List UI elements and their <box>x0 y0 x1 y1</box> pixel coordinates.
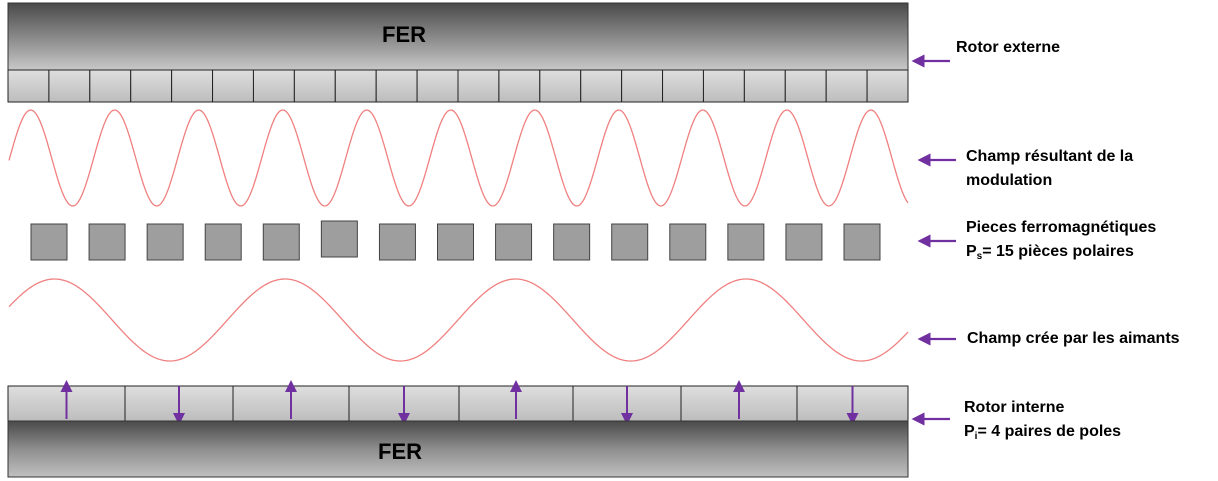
pole-piece <box>785 223 823 261</box>
label-rotor-externe: Rotor externe <box>956 39 1061 56</box>
outer-rotor-segment <box>416 69 459 103</box>
outer-rotor-segment <box>825 69 868 103</box>
pole-piece <box>727 223 765 261</box>
label-pieces-p: P <box>966 243 977 260</box>
outer-rotor-segment <box>539 69 582 103</box>
pole-piece <box>437 223 474 261</box>
label-champ-resultant: Champ résultant de la modulation <box>966 145 1133 193</box>
label-pieces-rest: = 15 pièces polaires <box>982 243 1134 260</box>
pole-piece <box>611 223 649 261</box>
label-pieces-line1: Pieces ferromagnétiques <box>966 219 1157 236</box>
outer-rotor-segment <box>130 69 173 103</box>
outer-rotor-segment <box>621 69 664 103</box>
bottom-iron-label: FER <box>378 439 422 464</box>
pole-piece <box>843 223 881 261</box>
outer-rotor-segment <box>375 69 418 103</box>
outer-rotor-segment <box>7 69 50 103</box>
label-rotor-interne: Rotor interne Pi= 4 paires de poles <box>964 396 1121 449</box>
magnet-field-wave <box>8 278 909 362</box>
label-pi-sub: i <box>974 431 978 442</box>
pole-piece <box>204 223 242 261</box>
outer-rotor-segment <box>866 69 909 103</box>
outer-rotor-segment <box>580 69 623 103</box>
top-iron-label: FER <box>382 22 426 47</box>
label-champ-resultant-line2: modulation <box>966 172 1053 189</box>
label-champ-aimants: Champ crée par les aimants <box>967 330 1180 347</box>
modulated-field-wave <box>8 109 909 207</box>
pole-piece <box>553 223 591 261</box>
label-champ-resultant-line1: Champ résultant de la <box>966 148 1134 165</box>
label-pi-rest: = 4 paires de poles <box>977 423 1122 440</box>
outer-rotor-segment <box>212 69 254 103</box>
outer-rotor-segment <box>89 69 132 103</box>
label-pieces-line2: Ps= 15 pièces polaires <box>966 240 1156 269</box>
pole-piece <box>30 223 68 261</box>
outer-rotor-segment <box>702 69 745 103</box>
inner-rotor-magnets <box>7 380 909 425</box>
outer-rotor-segment <box>171 69 214 103</box>
pole-piece <box>88 223 126 261</box>
pole-piece <box>146 223 184 261</box>
outer-rotor-segment <box>293 69 336 103</box>
pole-piece <box>320 220 358 258</box>
label-pieces-ferromagnetiques: Pieces ferromagnétiques Ps= 15 pièces po… <box>966 216 1156 269</box>
pole-piece <box>262 223 300 261</box>
pole-piece <box>669 223 707 261</box>
label-pi-p: P <box>964 423 975 440</box>
label-rotor-interne-line1: Rotor interne <box>964 399 1065 416</box>
outer-rotor-segment <box>457 69 500 103</box>
label-rotor-interne-line2: Pi= 4 paires de poles <box>964 420 1121 449</box>
outer-rotor-segments <box>7 69 909 103</box>
outer-rotor-segment <box>662 69 704 103</box>
outer-rotor-segment <box>334 69 377 103</box>
outer-rotor-segment <box>743 69 786 103</box>
pole-piece <box>378 223 416 261</box>
bottom-iron <box>7 420 909 478</box>
pole-pieces <box>30 220 881 261</box>
outer-rotor-segment <box>784 69 827 103</box>
label-pieces-sub: s <box>976 251 983 262</box>
outer-rotor-segment <box>252 69 295 103</box>
top-iron <box>7 2 909 71</box>
pole-piece <box>495 223 533 261</box>
outer-rotor-segment <box>48 69 91 103</box>
outer-rotor-segment <box>498 69 541 103</box>
